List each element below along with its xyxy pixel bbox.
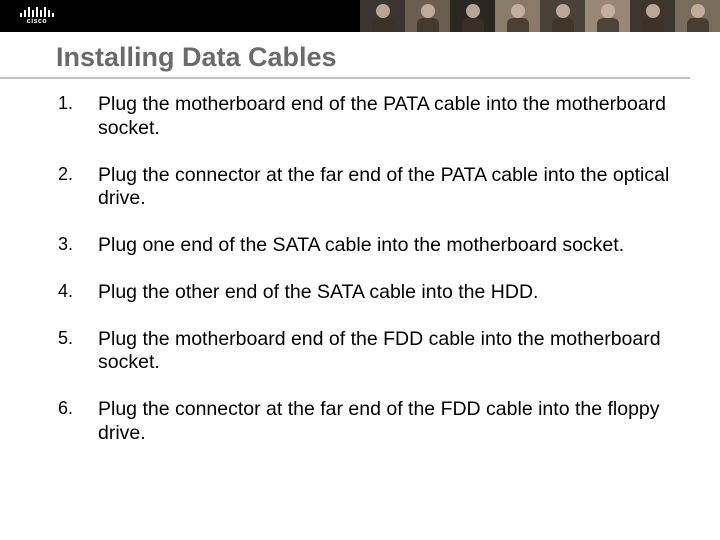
banner-person-icon (450, 0, 495, 32)
banner-people-strip (360, 0, 720, 32)
banner-person-icon (495, 0, 540, 32)
step-item: Plug the motherboard end of the FDD cabl… (58, 328, 680, 376)
step-text: Plug one end of the SATA cable into the … (98, 234, 624, 256)
cisco-logo: cisco (0, 0, 60, 32)
banner-person-icon (540, 0, 585, 32)
top-banner: cisco (0, 0, 720, 32)
banner-person-icon (630, 0, 675, 32)
step-item: Plug the connector at the far end of the… (58, 164, 680, 212)
step-item: Plug one end of the SATA cable into the … (58, 234, 680, 258)
steps-list: Plug the motherboard end of the PATA cab… (58, 93, 680, 446)
step-text: Plug the motherboard end of the FDD cabl… (98, 328, 661, 374)
banner-person-icon (585, 0, 630, 32)
step-text: Plug the motherboard end of the PATA cab… (98, 93, 666, 139)
banner-person-icon (675, 0, 720, 32)
step-text: Plug the other end of the SATA cable int… (98, 281, 538, 303)
slide-body: Plug the motherboard end of the PATA cab… (0, 79, 720, 446)
step-text: Plug the connector at the far end of the… (98, 398, 660, 444)
banner-person-icon (405, 0, 450, 32)
slide-title: Installing Data Cables (0, 32, 690, 79)
step-item: Plug the motherboard end of the PATA cab… (58, 93, 680, 141)
banner-person-icon (360, 0, 405, 32)
step-item: Plug the connector at the far end of the… (58, 398, 680, 446)
cisco-logo-text: cisco (27, 18, 47, 25)
step-item: Plug the other end of the SATA cable int… (58, 281, 680, 305)
step-text: Plug the connector at the far end of the… (98, 164, 669, 210)
cisco-logo-bars-icon (20, 7, 54, 17)
